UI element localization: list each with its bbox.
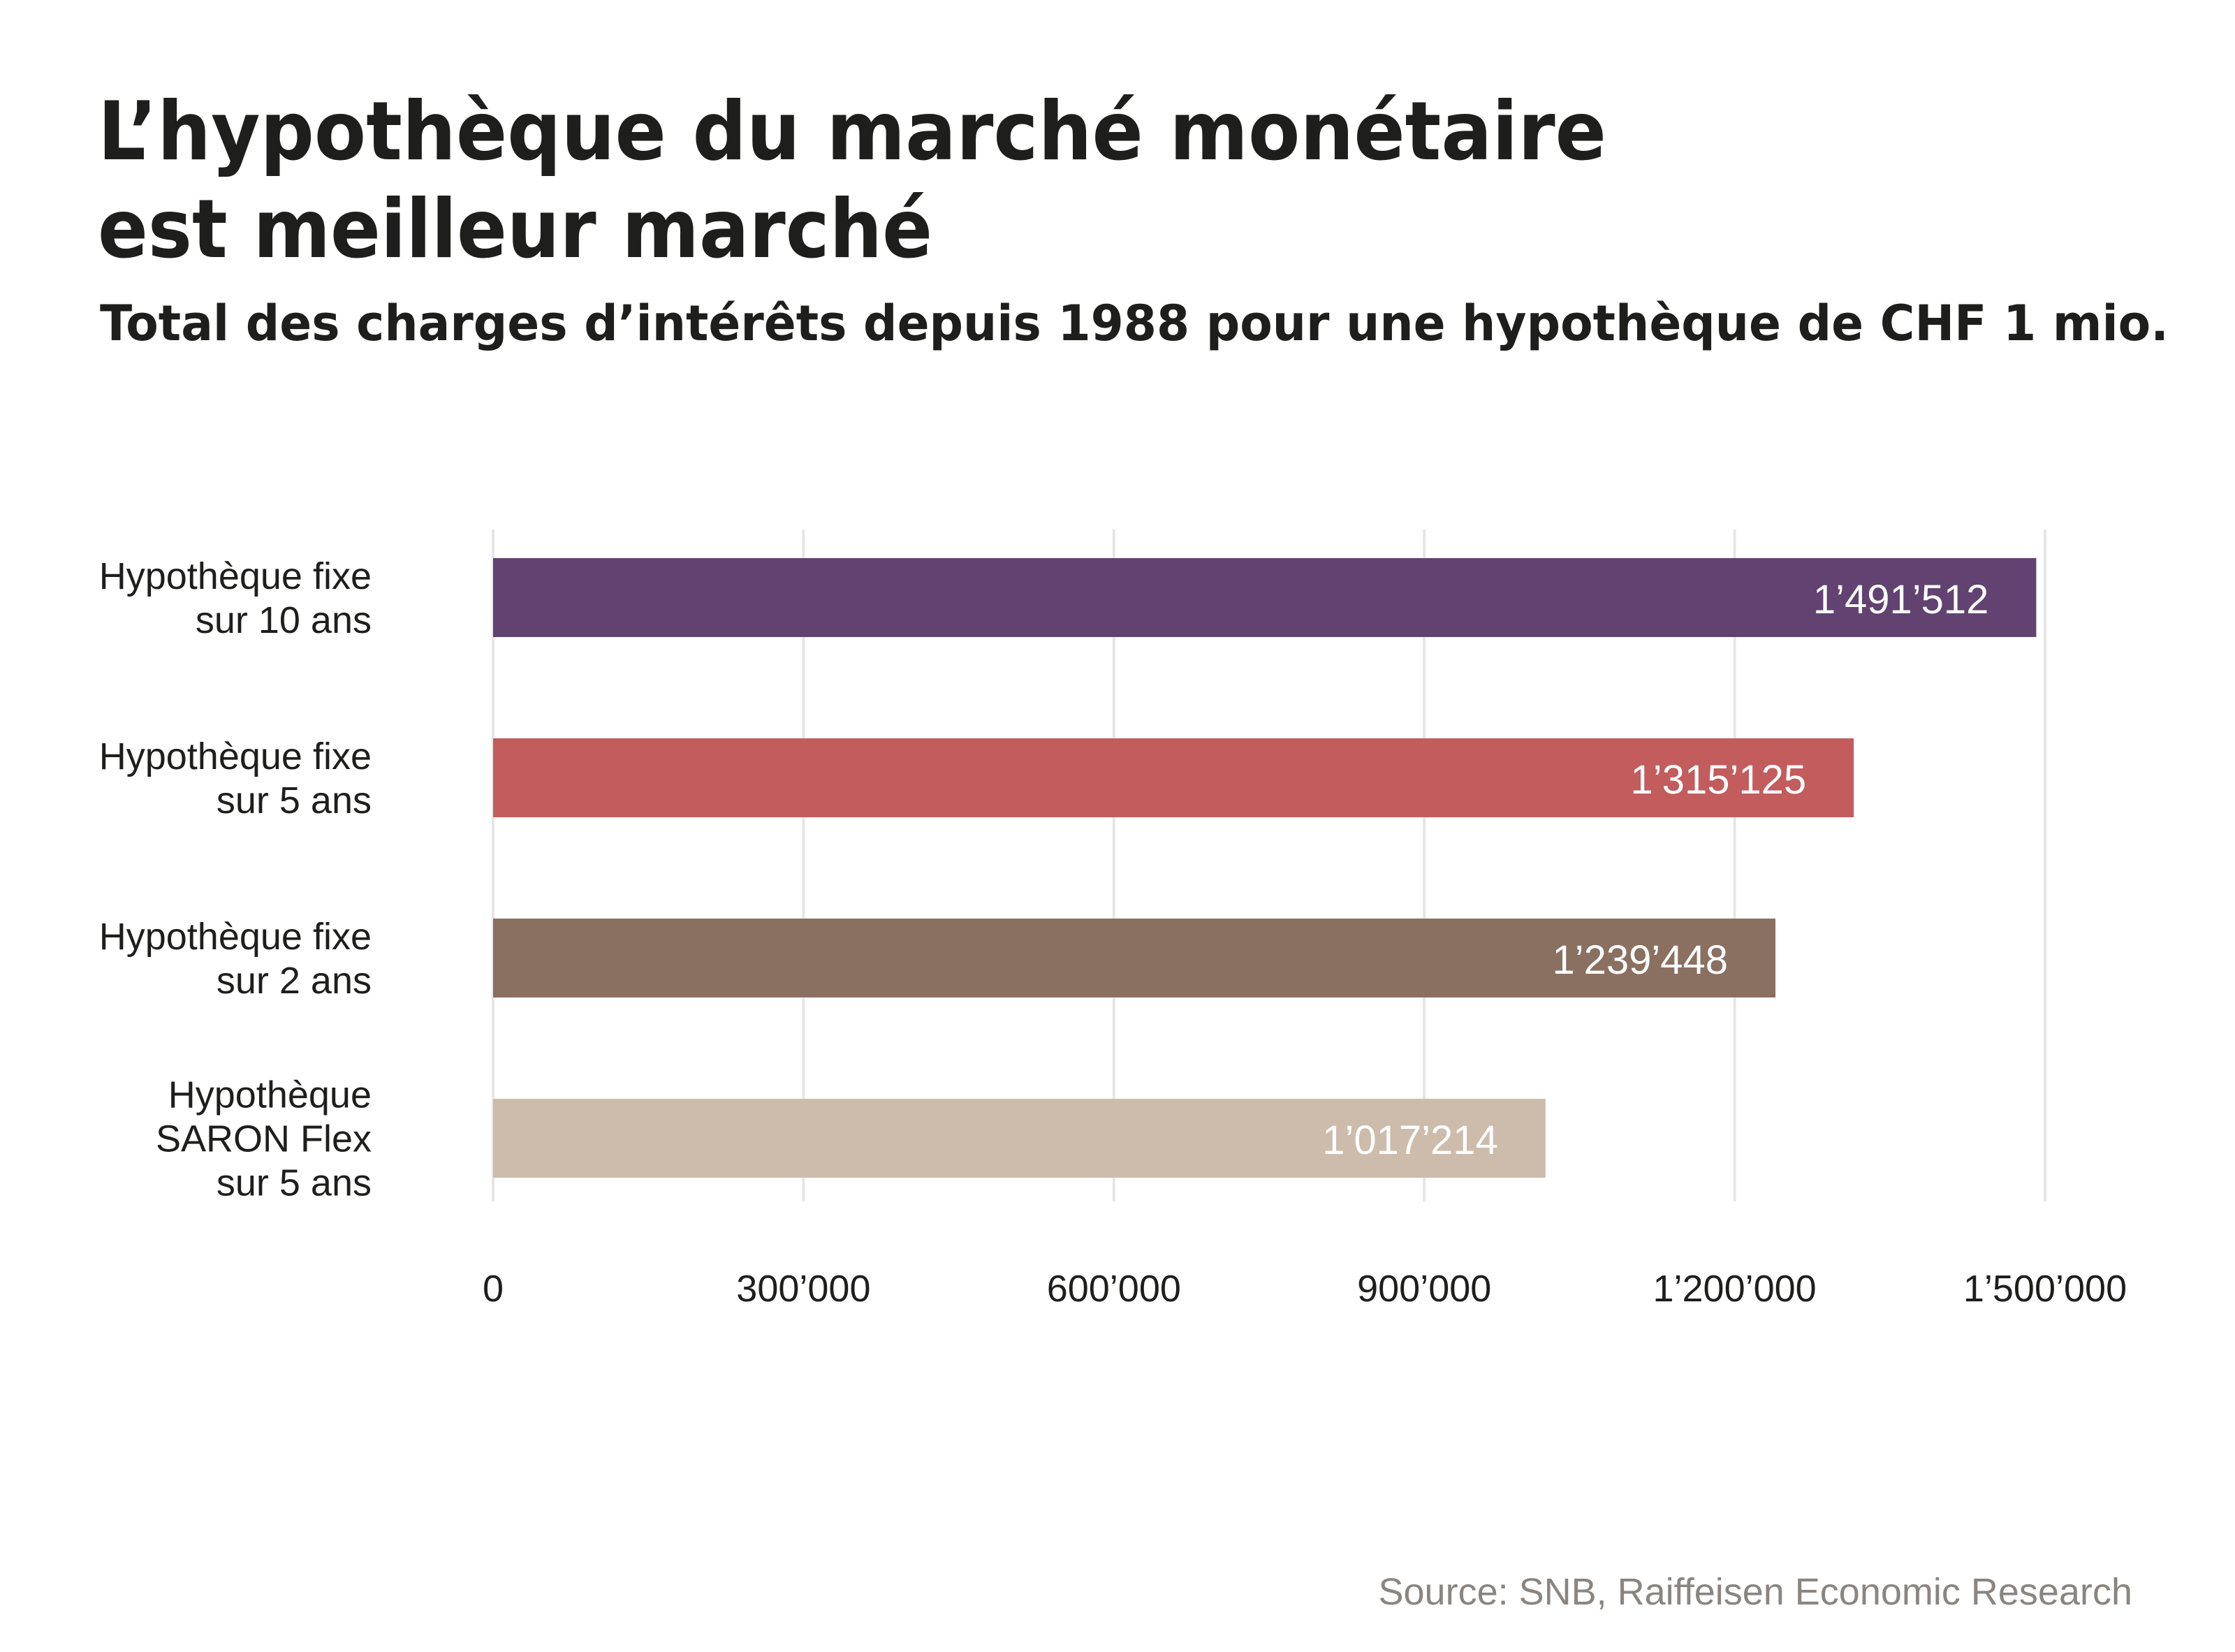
bar xyxy=(493,919,1776,997)
chart-title-line-2: est meilleur marché xyxy=(98,182,932,277)
category-label: sur 5 ans xyxy=(217,780,372,821)
x-tick-label: 600’000 xyxy=(1047,1268,1181,1310)
category-label: Hypothèque fixe xyxy=(99,555,372,597)
x-tick-label: 0 xyxy=(483,1268,504,1310)
bar xyxy=(493,558,2037,637)
x-tick-label: 300’000 xyxy=(736,1268,870,1310)
category-label: SARON Flex xyxy=(156,1118,372,1160)
bar-value-label: 1’017’214 xyxy=(1322,1118,1498,1163)
category-label: Hypothèque fixe xyxy=(99,916,372,958)
bar-value-label: 1’239’448 xyxy=(1552,937,1728,983)
source-note: Source: SNB, Raiffeisen Economic Researc… xyxy=(1379,1571,2133,1613)
bars: 1’491’512 1’315’125 1’239’448 1’017’214 xyxy=(493,558,2037,1178)
chart-title-line-1: L’hypothèque du marché monétaire xyxy=(98,85,1606,179)
category-label: sur 5 ans xyxy=(217,1162,372,1204)
gridlines xyxy=(492,529,2046,1201)
x-tick-label: 1’200’000 xyxy=(1653,1268,1816,1310)
x-tick-label: 900’000 xyxy=(1357,1268,1491,1310)
category-label: Hypothèque fixe xyxy=(99,736,372,777)
chart-subtitle: Total des charges d’intérêts depuis 1988… xyxy=(100,295,2169,352)
bar xyxy=(493,738,1854,817)
bar-value-label: 1’315’125 xyxy=(1631,757,1807,803)
bar-value-label: 1’491’512 xyxy=(1813,577,1989,622)
x-tick-label: 1’500’000 xyxy=(1963,1268,2127,1310)
bar xyxy=(493,1099,1546,1178)
category-label: Hypothèque xyxy=(168,1074,372,1116)
x-axis-tick-labels: 0 300’000 600’000 900’000 1’200’000 1’500’000 xyxy=(483,1268,2127,1310)
category-label: sur 10 ans xyxy=(196,599,372,641)
category-label: sur 2 ans xyxy=(217,960,372,1002)
